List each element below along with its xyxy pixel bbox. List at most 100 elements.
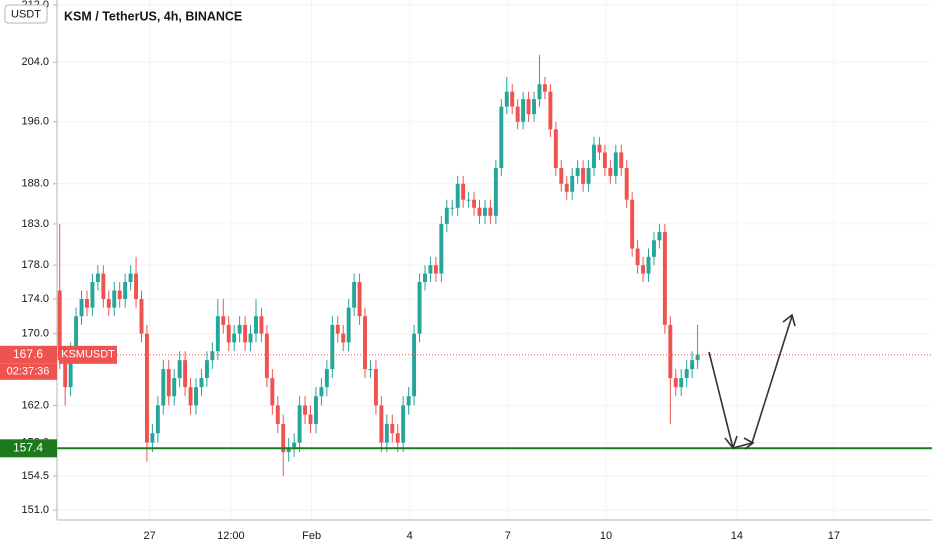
candle-body bbox=[308, 414, 313, 424]
candle-body bbox=[123, 281, 128, 300]
y-tick-label: 170.0 bbox=[21, 328, 49, 340]
candle-body bbox=[74, 316, 79, 352]
candle-body bbox=[313, 396, 318, 424]
y-tick-label: 183.0 bbox=[21, 218, 49, 230]
candle-body bbox=[635, 248, 640, 266]
candle-body bbox=[395, 433, 400, 443]
candle-body bbox=[624, 168, 629, 200]
candle-body bbox=[455, 183, 460, 208]
candle-body bbox=[532, 99, 536, 115]
candle-body bbox=[613, 152, 618, 176]
candle-body bbox=[346, 307, 351, 343]
candle-body bbox=[592, 144, 596, 169]
candle-body bbox=[177, 360, 182, 379]
y-tick-label: 196.0 bbox=[21, 116, 49, 128]
candle-body bbox=[194, 387, 198, 406]
candle-body bbox=[373, 369, 378, 406]
arrow-head bbox=[743, 437, 755, 450]
candle-body bbox=[101, 273, 106, 300]
candle-body bbox=[275, 405, 280, 424]
candle-body bbox=[384, 423, 389, 443]
candle-body bbox=[488, 207, 493, 216]
y-tick-label: 188.0 bbox=[21, 178, 49, 190]
candle-body bbox=[243, 324, 248, 343]
candle-body bbox=[57, 290, 62, 361]
candle-body bbox=[188, 387, 193, 406]
candle-body bbox=[85, 299, 89, 308]
candle-body bbox=[542, 84, 547, 92]
candle-body bbox=[428, 265, 433, 274]
last-price-label: 167.6 bbox=[13, 347, 43, 361]
chart-title: KSM / TetherUS, 4h, BINANCE bbox=[64, 9, 242, 23]
candle-body bbox=[482, 207, 487, 216]
candle-body bbox=[581, 168, 586, 184]
candle-body bbox=[155, 405, 160, 434]
candle-body bbox=[537, 84, 542, 100]
candle-body bbox=[232, 333, 237, 343]
candle-body bbox=[183, 360, 188, 388]
y-tick-label: 151.0 bbox=[21, 504, 49, 516]
candle-body bbox=[330, 324, 335, 370]
candle-body bbox=[237, 324, 242, 334]
grid bbox=[57, 0, 932, 520]
arrow-head bbox=[782, 313, 796, 327]
candle-body bbox=[199, 378, 204, 388]
candle-body bbox=[270, 378, 275, 406]
candle-body bbox=[324, 369, 329, 388]
candle-body bbox=[264, 333, 269, 379]
candle-body bbox=[597, 144, 602, 153]
support-box bbox=[0, 439, 57, 458]
candle-body bbox=[406, 396, 411, 406]
candle-body bbox=[106, 299, 111, 308]
arrow-line bbox=[732, 442, 753, 449]
candle-body bbox=[352, 281, 357, 308]
candle-body bbox=[341, 333, 346, 343]
y-tick-label: 178.0 bbox=[21, 259, 49, 271]
currency-label: USDT bbox=[11, 8, 41, 20]
candle-body bbox=[472, 199, 477, 208]
candle-body bbox=[150, 433, 155, 443]
candle-body bbox=[630, 199, 635, 249]
candle-body bbox=[586, 168, 591, 184]
candle-body bbox=[461, 183, 466, 200]
candle-body bbox=[684, 369, 689, 379]
candle-body bbox=[673, 378, 678, 388]
x-tick-label: 27 bbox=[144, 530, 156, 542]
candle-body bbox=[668, 324, 673, 379]
y-tick-label: 204.0 bbox=[21, 56, 49, 68]
x-tick-label: 10 bbox=[600, 530, 612, 542]
candle-body bbox=[575, 168, 580, 176]
candle-body bbox=[286, 447, 291, 453]
candle-body bbox=[79, 299, 84, 317]
drawing-arrows bbox=[708, 313, 796, 450]
y-tick-label: 162.0 bbox=[21, 399, 49, 411]
candle-body bbox=[161, 369, 166, 406]
candle-body bbox=[679, 378, 684, 388]
candle-body bbox=[641, 265, 646, 274]
candle-body bbox=[521, 99, 526, 122]
symbol-label: KSMUSDT bbox=[61, 349, 115, 361]
candle-body bbox=[95, 273, 100, 282]
arrow-line bbox=[751, 315, 793, 444]
y-tick-label: 174.0 bbox=[21, 293, 49, 305]
currency-box[interactable] bbox=[4, 4, 48, 24]
countdown-label: 02:37:36 bbox=[7, 366, 50, 378]
candle-body bbox=[412, 333, 417, 397]
last-price-box bbox=[0, 345, 57, 364]
candle-body bbox=[444, 207, 449, 224]
candle-body bbox=[226, 324, 231, 343]
candle-body bbox=[695, 354, 700, 361]
candle-body bbox=[553, 129, 558, 169]
candle-body bbox=[254, 316, 258, 334]
candle-body bbox=[390, 423, 395, 434]
candle-body bbox=[433, 265, 438, 274]
candle-body bbox=[117, 290, 122, 300]
candle-body bbox=[363, 316, 367, 370]
candle-body bbox=[281, 423, 286, 453]
candle-body bbox=[526, 99, 531, 115]
candle-body bbox=[564, 183, 569, 192]
candle-body bbox=[608, 168, 613, 176]
candle-body bbox=[166, 369, 171, 397]
